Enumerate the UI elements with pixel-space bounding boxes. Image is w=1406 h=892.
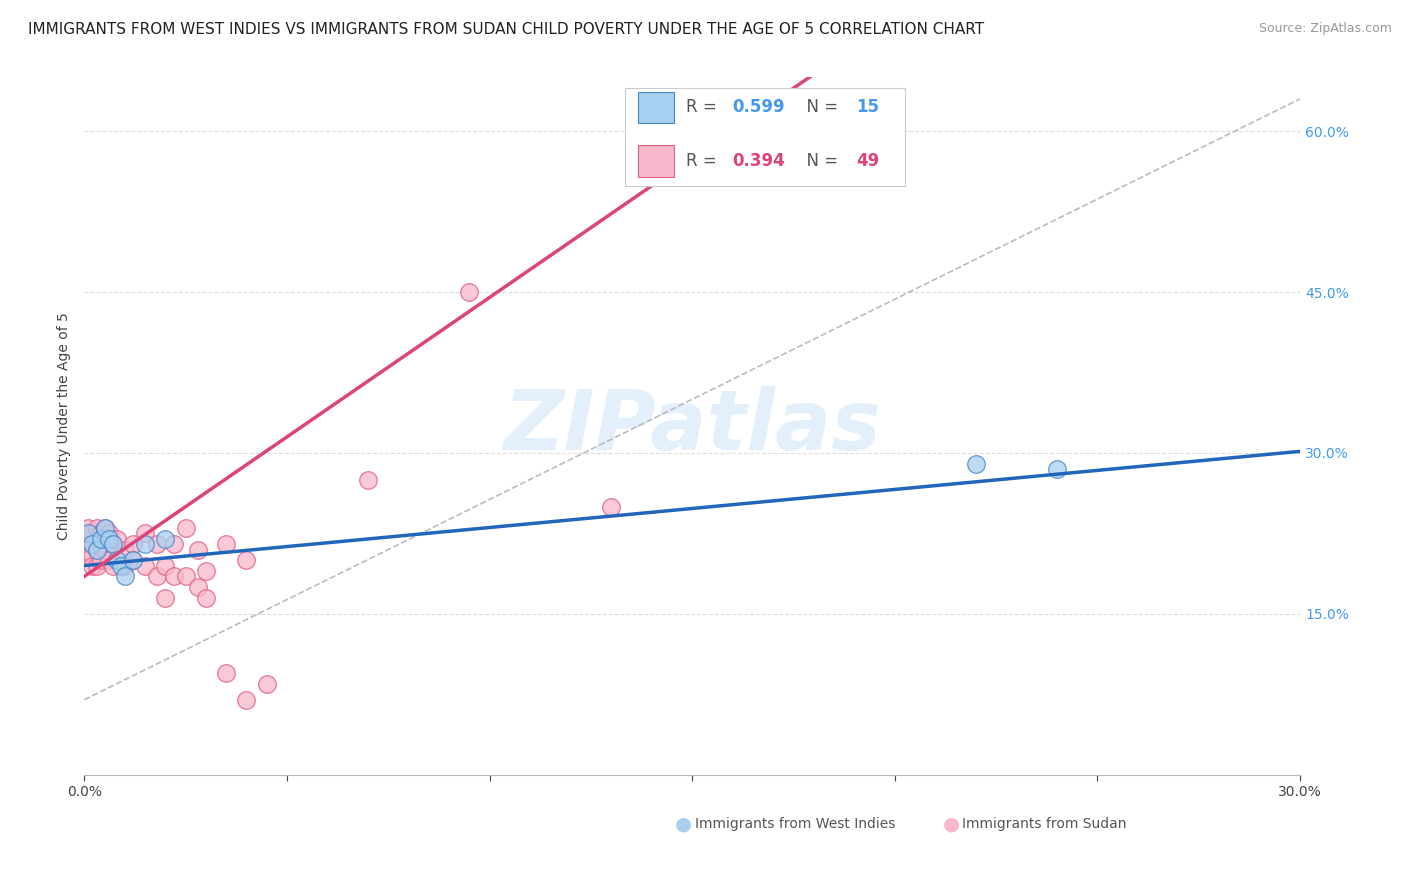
Point — [77, 548, 100, 562]
Point — [86, 542, 108, 557]
FancyBboxPatch shape — [626, 88, 905, 186]
Point — [174, 569, 197, 583]
Point — [194, 591, 217, 605]
Y-axis label: Child Poverty Under the Age of 5: Child Poverty Under the Age of 5 — [58, 312, 72, 540]
Point — [215, 537, 238, 551]
Point — [215, 665, 238, 680]
Point — [101, 558, 124, 573]
Point — [122, 553, 145, 567]
Point — [105, 553, 128, 567]
Point — [93, 521, 115, 535]
Text: Immigrants from West Indies: Immigrants from West Indies — [695, 817, 896, 830]
Point — [90, 553, 112, 567]
Point — [86, 558, 108, 573]
Point — [77, 521, 100, 535]
Point — [134, 558, 156, 573]
Point — [155, 532, 177, 546]
Text: N =: N = — [796, 153, 844, 170]
Point — [134, 537, 156, 551]
Point — [357, 473, 380, 487]
Point — [600, 500, 623, 514]
Bar — [637, 145, 673, 177]
Text: R =: R = — [686, 153, 723, 170]
Point — [82, 537, 104, 551]
Point — [134, 526, 156, 541]
Point — [114, 542, 136, 557]
Point — [194, 564, 217, 578]
Point — [86, 542, 108, 557]
Point — [90, 537, 112, 551]
Point — [90, 532, 112, 546]
Text: ZIPatlas: ZIPatlas — [503, 385, 882, 467]
Point — [93, 542, 115, 557]
Text: 0.394: 0.394 — [733, 153, 785, 170]
Point — [86, 532, 108, 546]
Text: Immigrants from Sudan: Immigrants from Sudan — [962, 817, 1126, 830]
Point — [82, 537, 104, 551]
Text: IMMIGRANTS FROM WEST INDIES VS IMMIGRANTS FROM SUDAN CHILD POVERTY UNDER THE AGE: IMMIGRANTS FROM WEST INDIES VS IMMIGRANT… — [28, 22, 984, 37]
Point — [162, 537, 184, 551]
Point — [146, 569, 169, 583]
Text: 49: 49 — [856, 153, 880, 170]
Text: N =: N = — [796, 98, 844, 117]
Point — [155, 558, 177, 573]
Point — [101, 537, 124, 551]
Point — [97, 553, 120, 567]
Point — [93, 521, 115, 535]
Point — [86, 521, 108, 535]
Point — [101, 537, 124, 551]
Point — [256, 676, 278, 690]
Point — [82, 558, 104, 573]
Point — [97, 526, 120, 541]
Point — [162, 569, 184, 583]
Point — [114, 558, 136, 573]
Point — [235, 553, 257, 567]
Point — [965, 457, 987, 471]
Point — [174, 521, 197, 535]
Point — [187, 580, 209, 594]
Point — [721, 103, 744, 117]
Text: ●: ● — [942, 814, 960, 833]
Point — [105, 553, 128, 567]
Point — [146, 537, 169, 551]
Point — [110, 558, 132, 573]
Point — [82, 548, 104, 562]
Point — [1046, 462, 1069, 476]
Text: R =: R = — [686, 98, 723, 117]
Text: 0.599: 0.599 — [733, 98, 785, 117]
Point — [77, 537, 100, 551]
Point — [90, 526, 112, 541]
Point — [122, 553, 145, 567]
Text: Source: ZipAtlas.com: Source: ZipAtlas.com — [1258, 22, 1392, 36]
Point — [155, 591, 177, 605]
Point — [458, 285, 481, 299]
Point — [77, 526, 100, 541]
Point — [97, 532, 120, 546]
Point — [105, 532, 128, 546]
Point — [235, 692, 257, 706]
Point — [187, 542, 209, 557]
Point — [122, 537, 145, 551]
Text: ●: ● — [675, 814, 692, 833]
Point — [82, 526, 104, 541]
Point — [114, 569, 136, 583]
Bar — [637, 92, 673, 123]
Text: 15: 15 — [856, 98, 879, 117]
